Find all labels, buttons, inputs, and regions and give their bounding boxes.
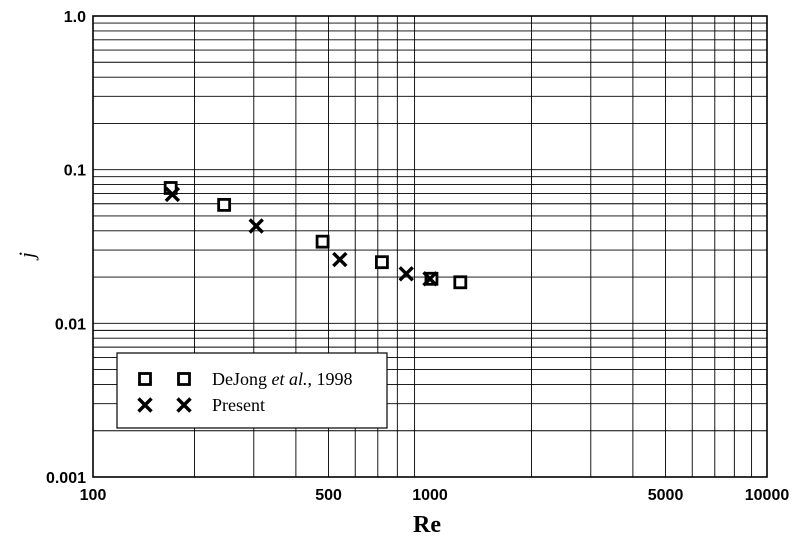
data-point-square: [453, 275, 468, 290]
data-point-square: [315, 234, 330, 249]
x-tick-label: 100: [80, 487, 107, 504]
y-axis-label: j: [14, 252, 39, 261]
grid: [93, 16, 767, 477]
data-point-x: [332, 251, 348, 268]
y-tick-label: 0.01: [55, 316, 86, 333]
data-point-x: [137, 397, 153, 413]
legend-box: [116, 352, 388, 429]
data-point-x: [164, 186, 181, 203]
series-square: [163, 181, 468, 290]
x-tick-label: 500: [315, 487, 342, 504]
data-point-x: [398, 266, 414, 282]
data-point-x: [248, 218, 264, 234]
x-tick-label: 1000: [412, 487, 448, 504]
data-point-x: [422, 271, 438, 287]
data-point-x: [176, 397, 192, 413]
x-tick-label: 10000: [745, 487, 790, 504]
data-points: [163, 181, 468, 290]
x-tick-labels: 100 500 1000 5000 10000: [80, 487, 790, 504]
y-tick-label: 1.0: [64, 9, 86, 26]
y-tick-labels: 0.001 0.01 0.1 1.0: [46, 9, 86, 487]
legend-label: Present: [212, 395, 265, 415]
data-point-square: [217, 197, 232, 212]
plot-frame: [92, 15, 768, 478]
data-point-square: [177, 372, 191, 386]
data-point-square: [138, 372, 152, 386]
data-point-square: [375, 255, 389, 270]
legend: DeJong et al., 1998 Present: [116, 352, 388, 429]
y-tick-label: 0.1: [64, 163, 86, 180]
series-x: [164, 186, 438, 287]
y-tick-label: 0.001: [46, 470, 86, 487]
legend-label: DeJong et al., 1998: [212, 369, 353, 389]
x-tick-label: 5000: [648, 487, 684, 504]
x-axis-label: Re: [413, 512, 441, 538]
